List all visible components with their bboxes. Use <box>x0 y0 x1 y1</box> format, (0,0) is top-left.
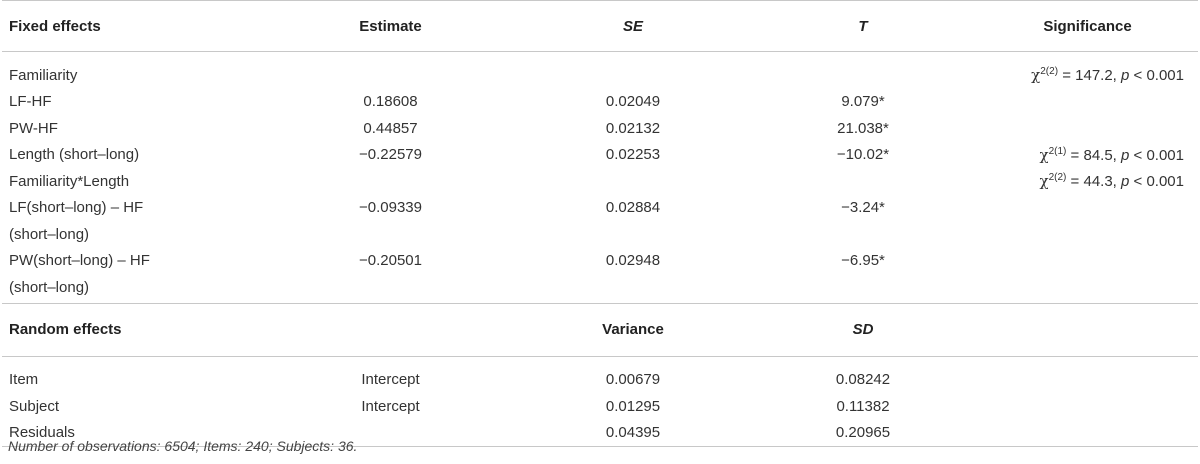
table-row: (short–long) <box>2 274 1198 303</box>
table-row: Item Intercept 0.00679 0.08242 <box>2 367 1198 394</box>
se-cell <box>517 274 749 303</box>
t-cell: 9.079* <box>841 93 885 111</box>
table-row: PW(short–long) – HF −0.20501 0.02948 −6.… <box>2 248 1198 275</box>
estimate-cell <box>264 221 517 248</box>
header-random-effects: Random effects <box>2 302 264 357</box>
significance-cell: χ2(2) = 147.2, p < 0.001 <box>1031 66 1184 85</box>
sd-cell: 0.08242 <box>835 371 891 389</box>
table-row: Familiarity χ2(2) = 147.2, p < 0.001 <box>2 62 1198 89</box>
significance-cell <box>977 221 1198 248</box>
significance-cell: χ2(1) = 84.5, p < 0.001 <box>1039 145 1185 164</box>
significance-cell <box>977 248 1198 275</box>
se-cell: 0.02132 <box>605 119 661 137</box>
variance-cell: 0.01295 <box>605 397 661 415</box>
random-name-cell <box>264 419 517 447</box>
row-label: PW(short–long) – HF <box>9 252 150 270</box>
row-label: (short–long) <box>9 278 90 296</box>
estimate-cell <box>264 274 517 303</box>
row-label: Length (short–long) <box>9 146 140 164</box>
random-group-cell: Subject <box>9 397 60 415</box>
t-cell <box>749 168 977 195</box>
random-group-cell: Item <box>9 371 39 389</box>
variance-cell: 0.04395 <box>517 419 749 447</box>
table-row: LF-HF 0.18608 0.02049 9.079* <box>2 89 1198 116</box>
se-cell <box>517 168 749 195</box>
se-cell: 0.02884 <box>605 199 661 217</box>
header-fixed-effects: Fixed effects <box>2 0 264 52</box>
results-table-container: Fixed effects Estimate SE T Significance… <box>2 0 1198 447</box>
significance-cell <box>977 115 1198 142</box>
header-variance: Variance <box>517 302 749 357</box>
t-cell: 21.038* <box>837 119 889 137</box>
header-se: SE <box>517 0 749 52</box>
variance-cell: 0.00679 <box>605 371 661 389</box>
estimate-cell: −0.22579 <box>359 146 422 164</box>
sd-cell: 0.20965 <box>749 419 977 447</box>
table-row: LF(short–long) – HF −0.09339 0.02884 −3.… <box>2 195 1198 222</box>
fixed-effects-header-row: Fixed effects Estimate SE T Significance <box>2 0 1198 52</box>
t-cell <box>749 62 977 89</box>
table-row: PW-HF 0.44857 0.02132 21.038* <box>2 115 1198 142</box>
se-cell: 0.02948 <box>605 252 661 270</box>
random-group-cell: Residuals <box>2 419 264 447</box>
row-label: Familiarity*Length <box>9 172 130 190</box>
random-name-cell: Intercept <box>361 397 420 415</box>
header-empty <box>264 302 517 357</box>
table-row: Residuals 0.04395 0.20965 <box>2 419 1198 447</box>
significance-cell: χ2(2) = 44.3, p < 0.001 <box>1039 172 1185 191</box>
header-estimate: Estimate <box>264 0 517 52</box>
random-name-cell: Intercept <box>361 371 420 389</box>
estimate-cell: −0.20501 <box>359 252 422 270</box>
table-row: Length (short–long) −0.22579 0.02253 −10… <box>2 142 1198 169</box>
row-label: LF-HF <box>9 93 52 111</box>
t-cell <box>749 221 977 248</box>
significance-cell <box>977 274 1198 303</box>
header-sd: SD <box>749 302 977 357</box>
se-cell: 0.02253 <box>605 146 661 164</box>
estimate-cell <box>264 168 517 195</box>
row-label: Familiarity <box>9 66 78 84</box>
row-label: PW-HF <box>9 119 58 137</box>
estimate-cell: −0.09339 <box>359 199 422 217</box>
t-cell <box>749 274 977 303</box>
significance-cell <box>977 89 1198 116</box>
table-row: (short–long) <box>2 221 1198 248</box>
table-row: Familiarity*Length χ2(2) = 44.3, p < 0.0… <box>2 168 1198 195</box>
table-row: Subject Intercept 0.01295 0.11382 <box>2 393 1198 420</box>
header-empty <box>977 302 1198 357</box>
header-significance: Significance <box>977 0 1198 52</box>
sd-cell: 0.11382 <box>836 397 890 415</box>
se-cell <box>517 62 749 89</box>
estimate-cell: 0.44857 <box>363 119 418 137</box>
se-cell <box>517 221 749 248</box>
mixed-model-results-table: Fixed effects Estimate SE T Significance… <box>2 0 1198 447</box>
t-cell: −6.95* <box>841 252 885 270</box>
random-effects-header-row: Random effects Variance SD <box>2 302 1198 357</box>
t-cell: −10.02* <box>836 146 890 164</box>
table-footnote: Number of observations: 6504; Items: 240… <box>8 438 358 454</box>
estimate-cell: 0.18608 <box>363 93 418 111</box>
row-label: (short–long) <box>9 225 90 243</box>
estimate-cell <box>264 62 517 89</box>
header-t: T <box>749 0 977 52</box>
significance-cell <box>977 195 1198 222</box>
t-cell: −3.24* <box>841 199 885 217</box>
row-label: LF(short–long) – HF <box>9 199 144 217</box>
se-cell: 0.02049 <box>605 93 661 111</box>
